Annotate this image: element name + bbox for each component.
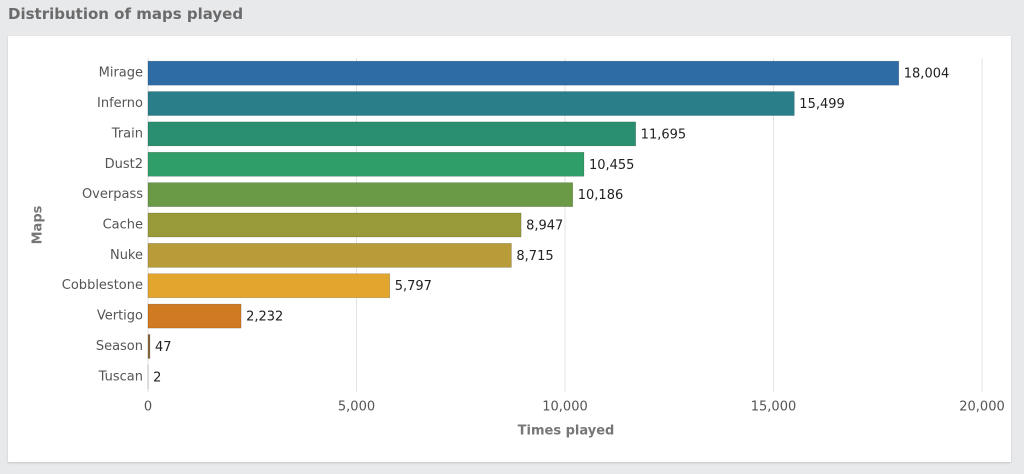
y-tick-label: Nuke (110, 248, 143, 263)
bar (147, 91, 795, 116)
value-label: 47 (155, 340, 172, 355)
bar (147, 212, 522, 238)
bar (147, 60, 900, 86)
x-tick-label: 5,000 (338, 400, 375, 415)
y-tick-label: Train (111, 126, 143, 141)
y-tick-label: Dust2 (105, 157, 143, 172)
x-axis-title: Times played (518, 424, 615, 439)
value-label: 5,797 (395, 279, 432, 294)
y-tick-label: Vertigo (97, 309, 143, 324)
y-tick-label: Inferno (97, 96, 143, 111)
value-label: 10,186 (578, 188, 624, 203)
chart-title: Distribution of maps played (8, 5, 244, 23)
value-label: 2 (153, 370, 161, 385)
bar (147, 243, 512, 268)
value-label: 18,004 (904, 67, 950, 82)
x-tick-label: 20,000 (959, 400, 1005, 415)
y-tick-label: Season (96, 339, 143, 354)
bar (147, 303, 242, 329)
value-label: 10,455 (589, 158, 635, 173)
y-tick-label: Overpass (82, 187, 143, 202)
value-label: 11,695 (641, 127, 687, 142)
x-tick-label: 0 (144, 400, 152, 415)
bar (147, 121, 636, 147)
value-label: 15,499 (799, 97, 845, 112)
x-tick-label: 15,000 (751, 400, 797, 415)
bar (147, 151, 585, 177)
bar (147, 182, 574, 207)
value-label: 8,715 (516, 249, 553, 264)
bar (147, 273, 391, 299)
x-tick-label: 10,000 (542, 400, 588, 415)
y-tick-label: Mirage (99, 66, 143, 81)
y-axis-title: Maps (31, 205, 46, 244)
y-tick-label: Cache (103, 218, 143, 233)
y-tick-label: Tuscan (98, 369, 143, 384)
bar (147, 334, 151, 359)
y-tick-label: Cobblestone (62, 278, 143, 293)
value-label: 2,232 (246, 310, 283, 325)
value-label: 8,947 (526, 219, 563, 234)
